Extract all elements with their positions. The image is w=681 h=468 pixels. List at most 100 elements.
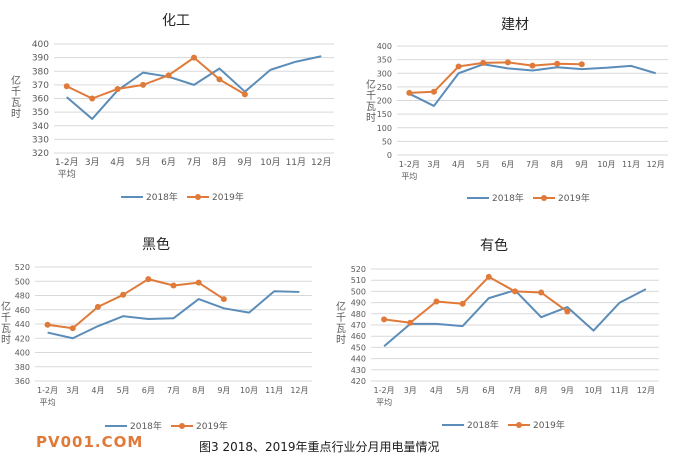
data-point (165, 72, 172, 79)
data-point (195, 279, 202, 286)
series-line-2019年 (66, 56, 246, 100)
chart-title: 黑色 (142, 236, 170, 253)
x-tick-label: 5月 (136, 157, 151, 168)
legend-label: 2019年 (212, 191, 244, 203)
x-tick-label: 9月 (217, 386, 230, 395)
data-point (216, 76, 223, 83)
y-tick-label: 360 (15, 377, 30, 386)
x-tick-label: 8月 (535, 386, 548, 395)
legend-label: 2018年 (146, 191, 178, 203)
y-tick-label: 400 (377, 42, 392, 51)
y-tick-label: 420 (351, 377, 366, 386)
data-point (459, 300, 466, 307)
data-point (538, 289, 545, 296)
x-tick-label: 6月 (501, 160, 514, 169)
y-tick-label: 300 (377, 69, 392, 78)
x-tick-label: 11月 (265, 386, 283, 395)
y-tick-label: 360 (32, 95, 49, 105)
data-point (241, 91, 248, 98)
watermark: PV001.COM (36, 433, 144, 451)
chart-panel: 420 430 440 450 460 470 480 490 500 510 520 1-2月平均 3… (336, 237, 659, 431)
y-tick-label: 250 (377, 83, 392, 92)
data-point (455, 63, 462, 70)
chart-panel: 360 380 400 420 440 460 480 500 520 1-2月平均 3月 4月 5月 6… (1, 236, 312, 432)
x-tick-label: 8月 (192, 386, 205, 395)
x-tick-label: 7月 (508, 386, 521, 395)
data-point (430, 88, 437, 95)
x-tick-label: 9月 (238, 157, 253, 168)
y-axis-label: 亿千瓦时 (11, 74, 21, 120)
y-tick-label: 500 (15, 277, 30, 286)
legend-label: 2018年 (467, 419, 499, 431)
x-tick-label: 6月 (142, 386, 155, 395)
y-tick-label: 390 (32, 54, 49, 64)
y-tick-label: 470 (351, 321, 366, 330)
data-point (170, 282, 177, 289)
x-tick-label: 4月 (110, 157, 125, 168)
y-tick-label: 200 (377, 97, 392, 106)
x-tick-label: 3月 (404, 386, 417, 395)
x-tick-label: 7月 (526, 160, 539, 169)
y-tick-label: 460 (351, 332, 366, 341)
legend-label: 2019年 (196, 420, 228, 432)
data-point (191, 54, 197, 61)
y-axis-label: 亿千瓦时 (366, 78, 376, 124)
x-tick-label: 12月 (290, 386, 308, 395)
data-point (145, 276, 152, 283)
series-line-2018年 (408, 63, 656, 107)
data-point (381, 316, 388, 323)
legend-marker (195, 194, 201, 200)
x-tick-label: 7月 (187, 157, 202, 168)
x-tick-label: 1-2月平均 (374, 386, 395, 407)
x-tick-label: 9月 (561, 386, 574, 395)
y-tick-label: 400 (15, 349, 30, 358)
x-tick-label: 5月 (456, 386, 469, 395)
y-tick-label: 340 (32, 122, 49, 132)
data-point (44, 321, 51, 328)
chart-panel: 320 330 340 350 360 370 380 390 400 1-2月平均 3月 4月 5月 6… (11, 13, 334, 203)
x-tick-label: 5月 (117, 386, 130, 395)
y-tick-label: 520 (351, 265, 366, 274)
x-tick-label: 12月 (311, 157, 331, 168)
data-point (512, 288, 518, 295)
y-tick-label: 350 (377, 56, 392, 65)
legend-marker (516, 422, 522, 428)
legend-label: 2018年 (130, 420, 162, 432)
x-tick-label: 12月 (647, 160, 665, 169)
x-tick-label: 5月 (477, 160, 490, 169)
y-tick-label: 400 (32, 40, 49, 50)
y-axis-label: 亿千瓦时 (336, 300, 346, 346)
y-tick-label: 480 (351, 310, 366, 319)
data-point (63, 83, 70, 90)
y-tick-label: 440 (15, 320, 30, 329)
x-tick-label: 8月 (551, 160, 564, 169)
y-tick-label: 150 (377, 110, 392, 119)
series-line-2019年 (383, 275, 568, 324)
x-tick-label: 6月 (161, 157, 176, 168)
series-line-2019年 (409, 61, 582, 94)
chart-panel: 0 50 100 150 200 250 300 350 400 1-2月平均 3月 4月 5月 6月 7月… (366, 17, 668, 204)
y-tick-label: 490 (351, 299, 366, 308)
data-point (220, 296, 227, 303)
y-tick-label: 350 (32, 108, 49, 118)
y-tick-label: 430 (351, 366, 366, 375)
y-tick-label: 100 (377, 124, 392, 133)
x-tick-label: 9月 (575, 160, 588, 169)
x-tick-label: 11月 (286, 157, 306, 168)
y-tick-label: 380 (15, 363, 30, 372)
x-tick-label: 4月 (430, 386, 443, 395)
y-tick-label: 330 (32, 135, 49, 145)
data-point (140, 81, 147, 88)
data-point (69, 325, 76, 332)
series-line-2019年 (47, 278, 225, 330)
series-line-2018年 (47, 290, 300, 340)
y-tick-label: 420 (15, 334, 30, 343)
x-tick-label: 3月 (66, 386, 79, 395)
data-point (433, 298, 440, 305)
x-tick-label: 11月 (611, 386, 629, 395)
x-tick-label: 1-2月平均 (399, 160, 420, 181)
data-point (114, 85, 121, 92)
legend-label: 2018年 (492, 192, 524, 204)
series-line-2018年 (66, 55, 322, 120)
